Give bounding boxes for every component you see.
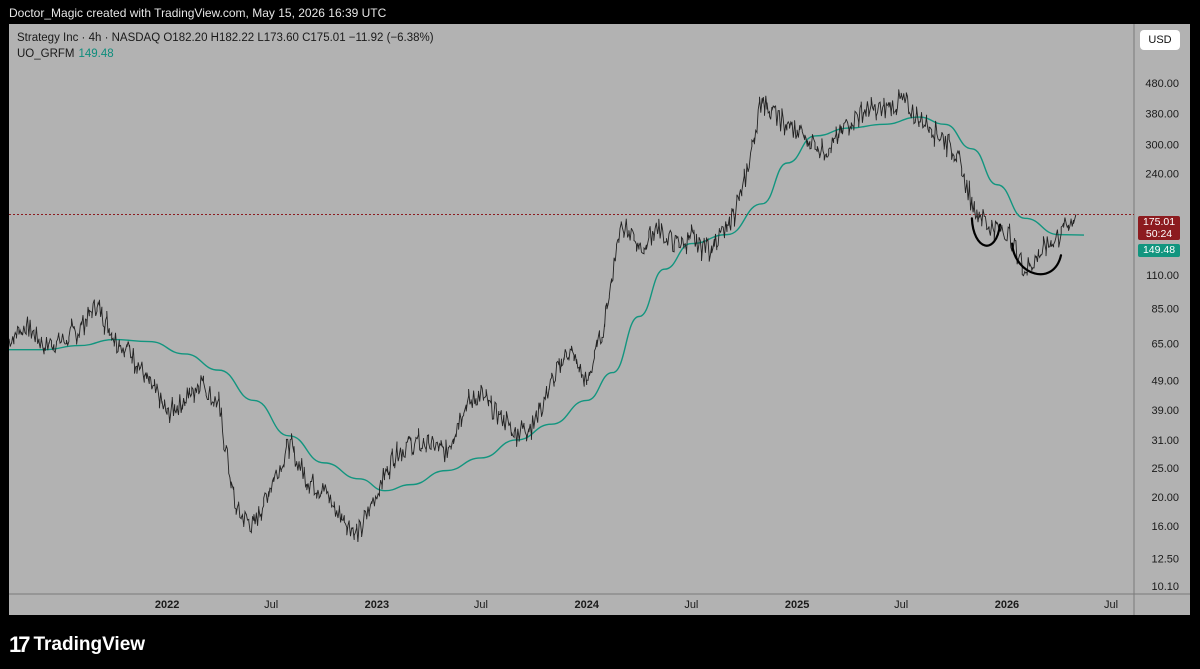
- price-tick-label: 16.00: [1151, 521, 1179, 533]
- indicator-line: [9, 116, 1084, 492]
- time-tick-label: 2023: [365, 599, 389, 611]
- price-tick-label: 300.00: [1145, 139, 1179, 151]
- price-tick-label: 110.00: [1146, 270, 1179, 282]
- drawn-annotations: [970, 217, 1063, 276]
- price-tick-label: 380.00: [1145, 109, 1179, 121]
- drawn-arc[interactable]: [1011, 242, 1063, 276]
- time-tick-label: Jul: [894, 599, 908, 611]
- price-tick-label: 12.50: [1151, 553, 1179, 565]
- bar-countdown: 50:24: [1145, 228, 1173, 240]
- price-tick-label: 480.00: [1145, 78, 1179, 90]
- price-tick-label: 39.00: [1151, 405, 1179, 417]
- price-chart-svg[interactable]: 640.00480.00380.00300.00240.00110.0085.0…: [9, 24, 1190, 615]
- indicator-legend: UO_GRFM 149.48: [17, 46, 434, 62]
- price-tick-label: 25.00: [1151, 463, 1179, 475]
- price-tick-label: 10.10: [1151, 581, 1179, 593]
- time-tick-label: 2025: [785, 599, 809, 611]
- time-tick-label: Jul: [1104, 599, 1118, 611]
- chart-credit: Doctor_Magic created with TradingView.co…: [9, 6, 387, 20]
- price-tick-label: 49.00: [1151, 375, 1179, 387]
- indicator-price-tag: 149.48: [1138, 244, 1180, 257]
- tv-logo-icon: 17: [9, 632, 31, 657]
- brand-name: TradingView: [33, 634, 146, 655]
- chart-legend: Strategy Inc · 4h · NASDAQ O182.20 H182.…: [17, 30, 434, 62]
- time-tick-label: 2026: [995, 599, 1019, 611]
- currency-button[interactable]: USD: [1140, 30, 1180, 50]
- indicator-name: UO_GRFM: [17, 48, 75, 60]
- last-price-value: 175.01: [1142, 216, 1176, 228]
- price-axis: 640.00480.00380.00300.00240.00110.0085.0…: [1133, 24, 1179, 615]
- tradingview-logo: 17 TradingView: [9, 632, 145, 658]
- price-tick-label: 240.00: [1145, 168, 1179, 180]
- time-tick-label: Jul: [684, 599, 698, 611]
- chart-area[interactable]: 640.00480.00380.00300.00240.00110.0085.0…: [9, 24, 1190, 615]
- time-tick-label: 2024: [574, 599, 599, 611]
- price-tick-label: 20.00: [1151, 492, 1179, 504]
- symbol-line: Strategy Inc · 4h · NASDAQ O182.20 H182.…: [17, 32, 434, 44]
- time-tick-label: Jul: [474, 599, 488, 611]
- last-price-tag: 175.01 50:24: [1138, 216, 1180, 240]
- time-tick-label: 2022: [155, 599, 179, 611]
- price-tick-label: 31.00: [1151, 435, 1179, 447]
- price-line: [9, 89, 1077, 543]
- time-axis: 2022 Jul 2023 Jul 2024 Jul 2025 Jul 2026 Jul: [9, 593, 1190, 611]
- price-tick-label: 85.00: [1151, 304, 1179, 316]
- time-tick-label: Jul: [264, 599, 278, 611]
- indicator-value: 149.48: [78, 48, 114, 60]
- price-tick-label: 65.00: [1151, 339, 1179, 351]
- drawn-arc[interactable]: [970, 217, 1002, 247]
